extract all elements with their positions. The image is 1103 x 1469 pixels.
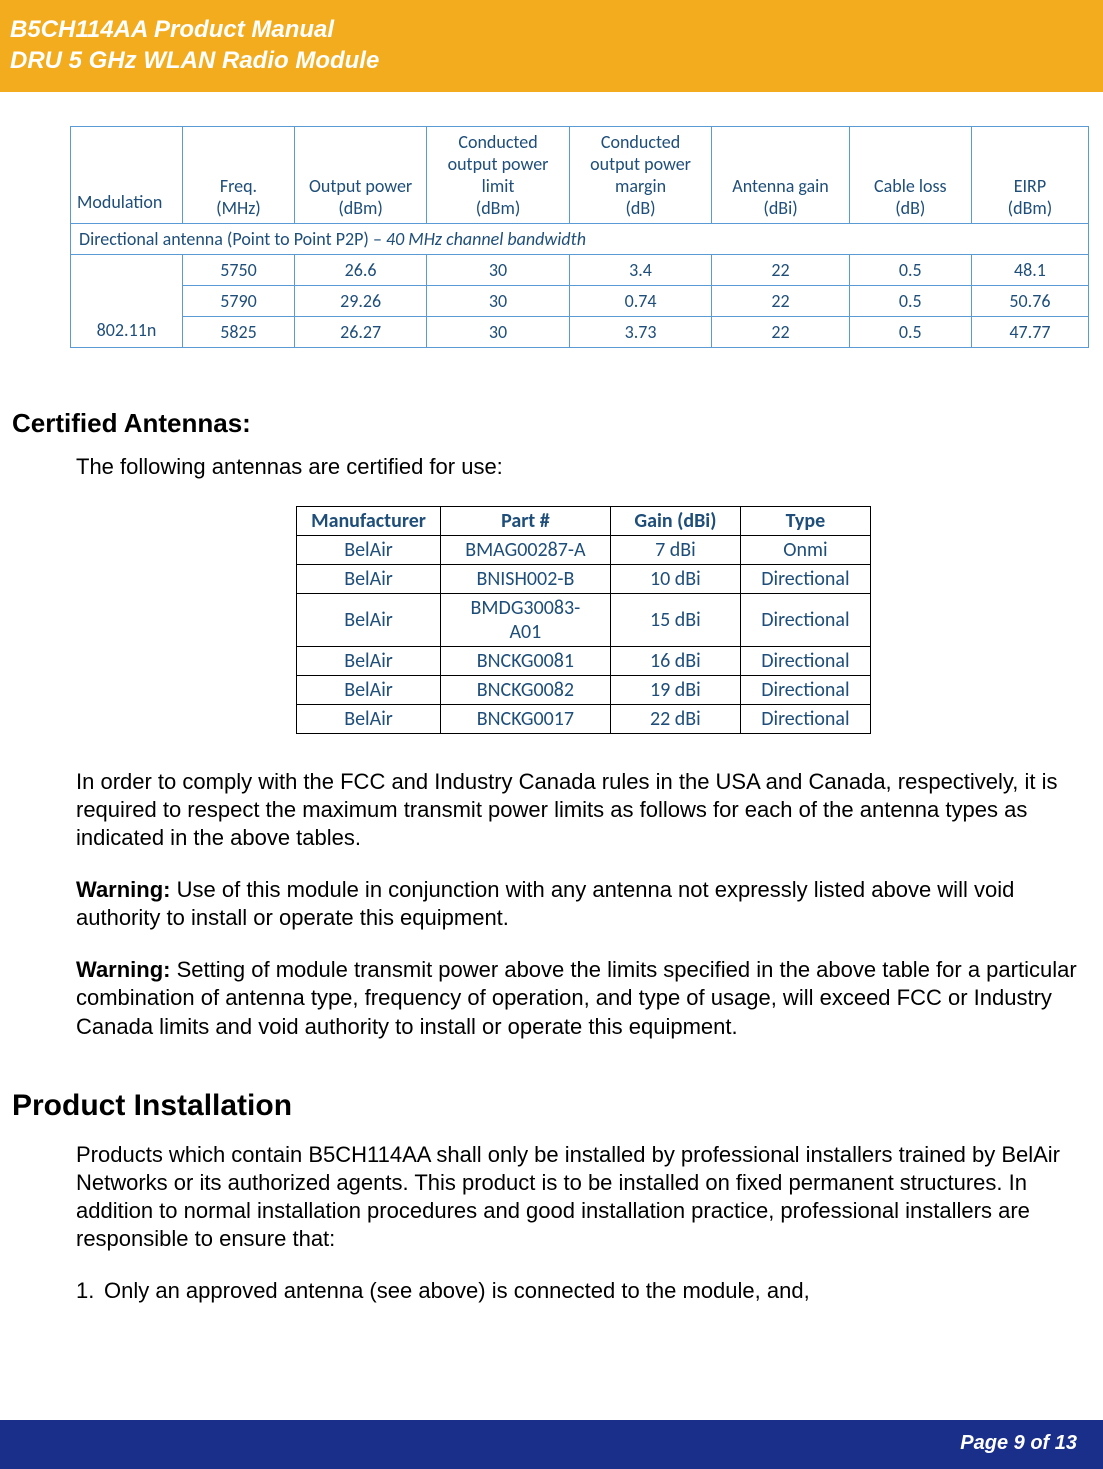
warning-2: Warning: Setting of module transmit powe… bbox=[76, 956, 1091, 1040]
eirp-cell: 5790 bbox=[182, 286, 294, 317]
antenna-cell: Directional bbox=[740, 646, 870, 675]
warning-2-label: Warning: bbox=[76, 957, 177, 982]
antenna-cell: BNCKG0017 bbox=[440, 704, 610, 733]
eirp-cell: 22 bbox=[712, 286, 849, 317]
certified-antennas-heading: Certified Antennas: bbox=[12, 408, 1091, 439]
eirp-cell: 5825 bbox=[182, 317, 294, 348]
eirp-cell: 22 bbox=[712, 255, 849, 286]
page-header: B5CH114AA Product Manual DRU 5 GHz WLAN … bbox=[0, 0, 1103, 92]
antenna-cell: 22 dBi bbox=[610, 704, 740, 733]
antenna-cell: Directional bbox=[740, 675, 870, 704]
antenna-cell: Onmi bbox=[740, 535, 870, 564]
antenna-cell: BMDG30083-A01 bbox=[440, 593, 610, 646]
eirp-cell: 48.1 bbox=[971, 255, 1088, 286]
page-content: Directional antenna (Point to Point P2P)… bbox=[0, 92, 1103, 1305]
eirp-cell: 30 bbox=[427, 317, 570, 348]
eirp-cell: 0.74 bbox=[569, 286, 712, 317]
eirp-cell: 0.5 bbox=[849, 286, 971, 317]
antenna-cell: 7 dBi bbox=[610, 535, 740, 564]
antenna-cell: 15 dBi bbox=[610, 593, 740, 646]
antenna-cell: BNISH002-B bbox=[440, 564, 610, 593]
antenna-cell: Directional bbox=[740, 593, 870, 646]
eirp-header-row: Modulation Freq.(MHz) Output power(dBm) … bbox=[71, 127, 1089, 224]
eirp-col-gain: Antenna gain(dBi) bbox=[712, 127, 849, 224]
product-installation-body: Products which contain B5CH114AA shall o… bbox=[76, 1141, 1091, 1306]
antenna-cell: Directional bbox=[740, 704, 870, 733]
eirp-cell: 22 bbox=[712, 317, 849, 348]
table-row: BelAir BNCKG0017 22 dBi Directional bbox=[297, 704, 871, 733]
eirp-cell: 47.77 bbox=[971, 317, 1088, 348]
antenna-cell: BNCKG0081 bbox=[440, 646, 610, 675]
eirp-table: Directional antenna (Point to Point P2P)… bbox=[70, 126, 1089, 348]
antenna-cell: BNCKG0082 bbox=[440, 675, 610, 704]
antenna-cell: BelAir bbox=[297, 564, 441, 593]
warning-2-text: Setting of module transmit power above t… bbox=[76, 957, 1077, 1038]
antenna-cell: 19 dBi bbox=[610, 675, 740, 704]
eirp-cell: 26.27 bbox=[294, 317, 426, 348]
antenna-cell: BelAir bbox=[297, 675, 441, 704]
table-row: BelAir BMDG30083-A01 15 dBi Directional bbox=[297, 593, 871, 646]
antenna-col-type: Type bbox=[740, 506, 870, 535]
compliance-text: In order to comply with the FCC and Indu… bbox=[76, 768, 1091, 852]
eirp-cell: 26.6 bbox=[294, 255, 426, 286]
product-installation-heading: Product Installation bbox=[12, 1089, 1091, 1123]
eirp-col-modulation: Modulation bbox=[71, 127, 183, 224]
antenna-cell: BMAG00287-A bbox=[440, 535, 610, 564]
antenna-col-gain: Gain (dBi) bbox=[610, 506, 740, 535]
antenna-header-row: Manufacturer Part # Gain (dBi) Type bbox=[297, 506, 871, 535]
antenna-cell: 16 dBi bbox=[610, 646, 740, 675]
eirp-caption-italic: 40 MHz channel bandwidth bbox=[386, 228, 586, 250]
table-row: 802.11n 5750 26.6 30 3.4 22 0.5 48.1 bbox=[71, 255, 1089, 286]
page: B5CH114AA Product Manual DRU 5 GHz WLAN … bbox=[0, 0, 1103, 1469]
antenna-cell: BelAir bbox=[297, 646, 441, 675]
eirp-cell: 5750 bbox=[182, 255, 294, 286]
install-list-item-1: 1. Only an approved antenna (see above) … bbox=[76, 1277, 1091, 1305]
antenna-cell: BelAir bbox=[297, 535, 441, 564]
antenna-col-manufacturer: Manufacturer bbox=[297, 506, 441, 535]
eirp-cell: 30 bbox=[427, 286, 570, 317]
eirp-col-loss: Cable loss(dB) bbox=[849, 127, 971, 224]
table-row: BelAir BNCKG0081 16 dBi Directional bbox=[297, 646, 871, 675]
antenna-cell: BelAir bbox=[297, 704, 441, 733]
eirp-cell: 29.26 bbox=[294, 286, 426, 317]
eirp-col-margin: Conductedoutput powermargin(dB) bbox=[569, 127, 712, 224]
eirp-cell: 0.5 bbox=[849, 317, 971, 348]
antenna-table: Manufacturer Part # Gain (dBi) Type BelA… bbox=[296, 506, 871, 734]
table-row: BelAir BNCKG0082 19 dBi Directional bbox=[297, 675, 871, 704]
header-title-line2: DRU 5 GHz WLAN Radio Module bbox=[10, 45, 1093, 76]
table-row: 5825 26.27 30 3.73 22 0.5 47.77 bbox=[71, 317, 1089, 348]
table-row: BelAir BNISH002-B 10 dBi Directional bbox=[297, 564, 871, 593]
table-row: 5790 29.26 30 0.74 22 0.5 50.76 bbox=[71, 286, 1089, 317]
eirp-cell: 30 bbox=[427, 255, 570, 286]
eirp-col-freq: Freq.(MHz) bbox=[182, 127, 294, 224]
eirp-cell: 50.76 bbox=[971, 286, 1088, 317]
warning-1-label: Warning: bbox=[76, 877, 177, 902]
eirp-modulation-label: 802.11n bbox=[71, 255, 183, 348]
table-row: BelAir BMAG00287-A 7 dBi Onmi bbox=[297, 535, 871, 564]
warning-1-text: Use of this module in conjunction with a… bbox=[76, 877, 1014, 930]
install-intro: Products which contain B5CH114AA shall o… bbox=[76, 1141, 1091, 1254]
page-number: Page 9 of 13 bbox=[960, 1432, 1077, 1454]
eirp-cell: 0.5 bbox=[849, 255, 971, 286]
eirp-caption-row: Directional antenna (Point to Point P2P)… bbox=[71, 224, 1089, 255]
eirp-table-wrap: Directional antenna (Point to Point P2P)… bbox=[70, 126, 1089, 348]
eirp-cell: 3.73 bbox=[569, 317, 712, 348]
install-item-1-num: 1. bbox=[76, 1277, 104, 1305]
cert-intro: The following antennas are certified for… bbox=[76, 453, 1091, 481]
eirp-col-output: Output power(dBm) bbox=[294, 127, 426, 224]
eirp-col-eirp: EIRP(dBm) bbox=[971, 127, 1088, 224]
antenna-cell: Directional bbox=[740, 564, 870, 593]
antenna-col-part: Part # bbox=[440, 506, 610, 535]
header-title-line1: B5CH114AA Product Manual bbox=[10, 14, 1093, 45]
eirp-cell: 3.4 bbox=[569, 255, 712, 286]
antenna-cell: BelAir bbox=[297, 593, 441, 646]
antenna-cell: 10 dBi bbox=[610, 564, 740, 593]
certified-antennas-body: The following antennas are certified for… bbox=[76, 453, 1091, 1040]
eirp-caption-prefix: Directional antenna (Point to Point P2P)… bbox=[79, 228, 386, 250]
eirp-col-limit: Conductedoutput powerlimit(dBm) bbox=[427, 127, 570, 224]
install-item-1-text: Only an approved antenna (see above) is … bbox=[104, 1277, 810, 1305]
warning-1: Warning: Use of this module in conjuncti… bbox=[76, 876, 1091, 932]
page-footer: Page 9 of 13 bbox=[0, 1420, 1103, 1469]
antenna-table-wrap: Manufacturer Part # Gain (dBi) Type BelA… bbox=[76, 506, 1091, 734]
